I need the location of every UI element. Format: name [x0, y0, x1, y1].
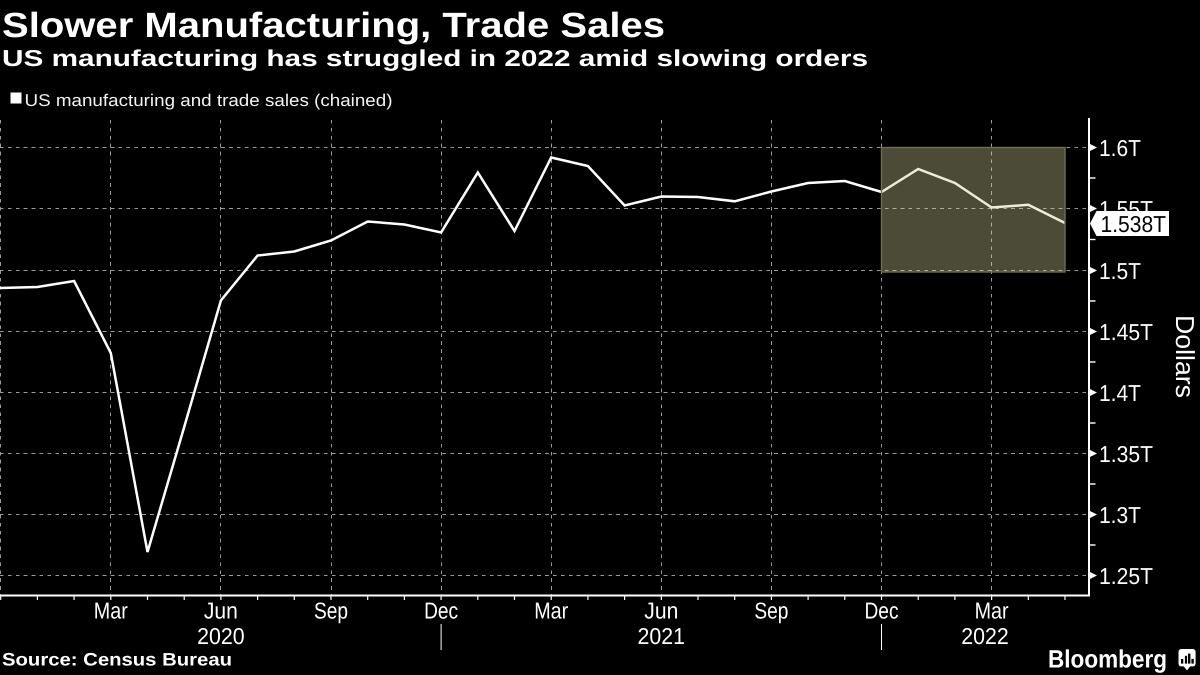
- svg-text:2020: 2020: [197, 623, 245, 649]
- svg-text:Bloomberg: Bloomberg: [1048, 646, 1167, 674]
- svg-text:2022: 2022: [961, 623, 1009, 649]
- svg-text:Dollars: Dollars: [1170, 315, 1200, 398]
- svg-text:1.5T: 1.5T: [1099, 258, 1141, 284]
- svg-text:Dec: Dec: [865, 598, 899, 624]
- svg-text:Source: Census Bureau: Source: Census Bureau: [2, 650, 232, 670]
- svg-text:Mar: Mar: [94, 598, 128, 624]
- svg-text:1.25T: 1.25T: [1099, 563, 1153, 589]
- svg-text:Slower Manufacturing, Trade Sa: Slower Manufacturing, Trade Sales: [2, 6, 665, 45]
- svg-text:Mar: Mar: [975, 598, 1009, 624]
- svg-text:Mar: Mar: [534, 598, 568, 624]
- svg-text:1.6T: 1.6T: [1099, 135, 1141, 161]
- svg-text:Dec: Dec: [424, 598, 458, 624]
- svg-text:Sep: Sep: [314, 598, 348, 624]
- svg-text:2021: 2021: [638, 623, 686, 649]
- svg-text:US manufacturing and trade sal: US manufacturing and trade sales (chaine…: [25, 91, 393, 110]
- svg-text:1.35T: 1.35T: [1099, 441, 1153, 467]
- svg-text:Jun: Jun: [644, 598, 678, 624]
- svg-text:1.538T: 1.538T: [1101, 211, 1167, 237]
- svg-text:1.4T: 1.4T: [1099, 380, 1141, 406]
- svg-text:US manufacturing has struggled: US manufacturing has struggled in 2022 a…: [2, 45, 868, 71]
- svg-text:1.3T: 1.3T: [1099, 502, 1141, 528]
- svg-text:1.45T: 1.45T: [1099, 319, 1153, 345]
- svg-text:Jun: Jun: [204, 598, 238, 624]
- svg-text:Sep: Sep: [754, 598, 788, 624]
